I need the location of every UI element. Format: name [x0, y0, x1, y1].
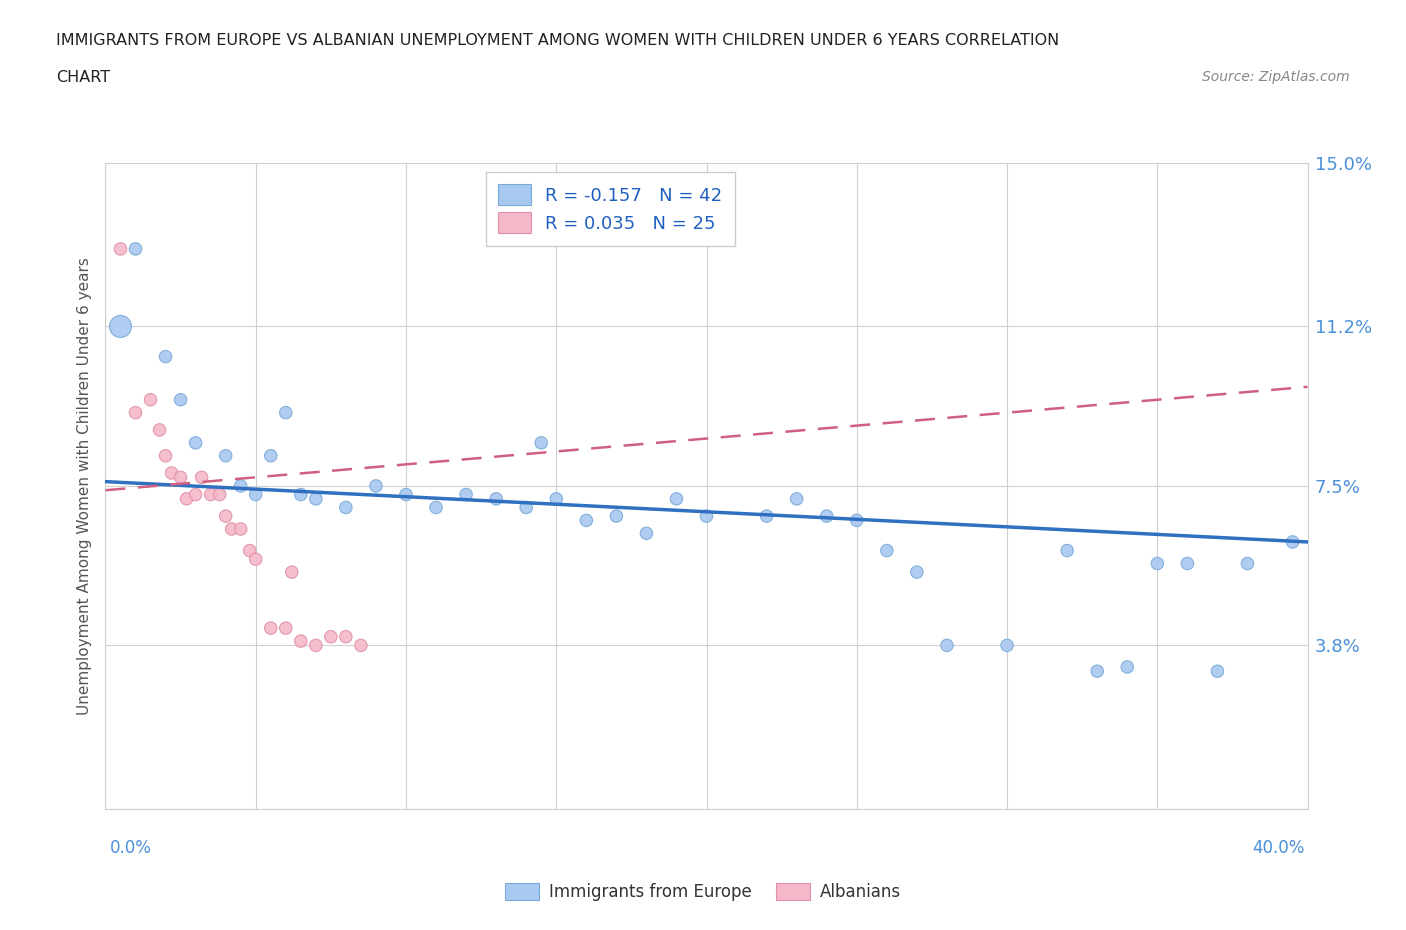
Point	[1175, 556, 1198, 571]
Point	[936, 638, 959, 653]
Point	[305, 491, 328, 506]
Point	[208, 487, 231, 502]
Point	[200, 487, 222, 502]
Point	[110, 319, 132, 334]
Point	[995, 638, 1018, 653]
Point	[169, 470, 191, 485]
Point	[605, 509, 627, 524]
Text: 0.0%: 0.0%	[110, 839, 152, 857]
Point	[815, 509, 838, 524]
Point	[281, 565, 304, 579]
Point	[139, 392, 162, 407]
Point	[245, 551, 267, 566]
Point	[184, 487, 207, 502]
Point	[221, 522, 243, 537]
Text: CHART: CHART	[56, 70, 110, 85]
Point	[1281, 535, 1303, 550]
Point	[395, 487, 418, 502]
Point	[515, 500, 537, 515]
Point	[876, 543, 898, 558]
Point	[155, 350, 177, 365]
Point	[260, 620, 283, 635]
Point	[124, 242, 146, 257]
Point	[214, 448, 236, 463]
Point	[160, 466, 183, 481]
Point	[350, 638, 373, 653]
Point	[665, 491, 688, 506]
Point	[176, 491, 198, 506]
Point	[124, 405, 146, 420]
Y-axis label: Unemployment Among Women with Children Under 6 years: Unemployment Among Women with Children U…	[77, 257, 93, 715]
Point	[454, 487, 477, 502]
Point	[335, 630, 357, 644]
Point	[575, 513, 598, 528]
Point	[425, 500, 447, 515]
Point	[184, 435, 207, 450]
Point	[319, 630, 342, 644]
Point	[274, 620, 297, 635]
Point	[229, 522, 252, 537]
Text: 40.0%: 40.0%	[1253, 839, 1305, 857]
Text: Source: ZipAtlas.com: Source: ZipAtlas.com	[1202, 70, 1350, 84]
Point	[305, 638, 328, 653]
Point	[786, 491, 808, 506]
Point	[110, 242, 132, 257]
Point	[636, 525, 658, 540]
Point	[335, 500, 357, 515]
Point	[530, 435, 553, 450]
Point	[169, 392, 191, 407]
Point	[274, 405, 297, 420]
Point	[260, 448, 283, 463]
Text: IMMIGRANTS FROM EUROPE VS ALBANIAN UNEMPLOYMENT AMONG WOMEN WITH CHILDREN UNDER : IMMIGRANTS FROM EUROPE VS ALBANIAN UNEMP…	[56, 33, 1060, 47]
Point	[1236, 556, 1258, 571]
Point	[1116, 659, 1139, 674]
Point	[755, 509, 778, 524]
Point	[1056, 543, 1078, 558]
Point	[364, 479, 387, 494]
Point	[485, 491, 508, 506]
Point	[290, 633, 312, 648]
Point	[229, 479, 252, 494]
Point	[155, 448, 177, 463]
Point	[905, 565, 928, 579]
Legend: R = -0.157   N = 42, R = 0.035   N = 25: R = -0.157 N = 42, R = 0.035 N = 25	[485, 172, 735, 246]
Point	[1206, 664, 1229, 679]
Point	[1085, 664, 1108, 679]
Point	[696, 509, 718, 524]
Point	[148, 422, 170, 437]
Point	[290, 487, 312, 502]
Point	[190, 470, 212, 485]
Point	[1146, 556, 1168, 571]
Point	[239, 543, 262, 558]
Legend: Immigrants from Europe, Albanians: Immigrants from Europe, Albanians	[499, 876, 907, 908]
Point	[546, 491, 568, 506]
Point	[245, 487, 267, 502]
Point	[214, 509, 236, 524]
Point	[845, 513, 868, 528]
